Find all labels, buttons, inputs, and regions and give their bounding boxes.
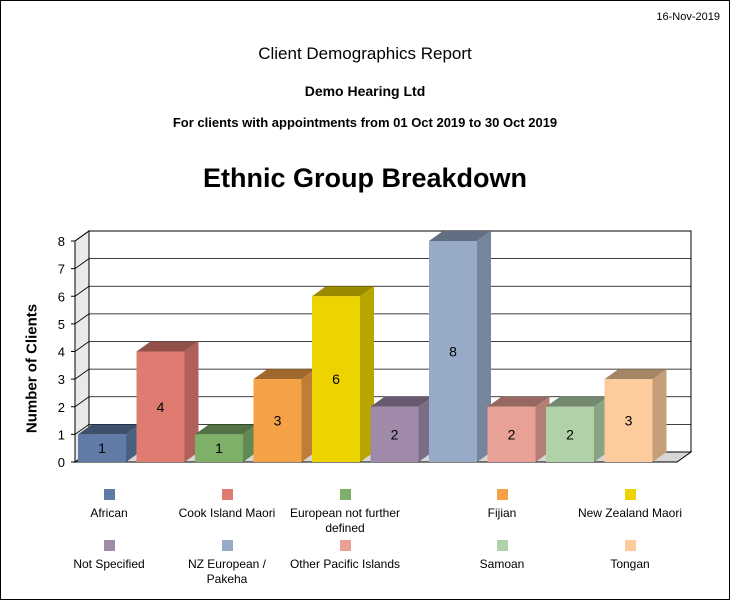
gridline-side [74,396,90,408]
y-tick-label: 4 [58,345,65,360]
gridline-side [74,368,90,380]
bar [429,241,477,462]
bar-side [652,369,667,462]
bar [136,351,185,462]
y-tick-label: 6 [58,289,65,304]
gridline-side [74,258,90,269]
gridline-side [74,230,90,242]
y-tick-label: 7 [58,262,65,277]
bar [604,379,653,462]
bar-value-label: 8 [449,344,457,360]
bar-top [429,231,491,241]
bar-value-label: 1 [215,440,223,456]
bar-top [195,424,257,435]
bar [546,406,594,462]
gridline-side [74,424,90,435]
y-tick-label: 1 [58,427,65,442]
gridline-side [74,313,90,325]
bar-side [184,341,199,462]
bar-top [78,424,140,435]
report-date: 16-Nov-2019 [656,11,720,23]
bar-value-label: 2 [391,426,399,442]
bar-top [253,369,316,380]
bar-top [546,396,608,407]
report-subtitle: For clients with appointments from 01 Oc… [172,115,558,130]
bar-value-label: 4 [157,399,165,415]
gridline-side [74,285,90,297]
y-tick-label: 5 [58,317,65,332]
bar [312,296,360,462]
bar-top [604,369,667,380]
bar-top [487,396,550,407]
bar-value-label: 6 [332,371,340,387]
chart-title: Ethnic Group Breakdown [202,163,528,193]
y-tick-label: 8 [58,234,65,249]
y-tick-label: 3 [58,372,65,387]
bar-top [136,341,199,352]
y-tick-label: 2 [58,400,65,415]
bar-value-label: 3 [274,413,282,429]
bar-side [477,231,491,462]
bar-value-label: 1 [98,440,106,456]
bar-top [370,396,433,407]
bar [370,406,419,462]
bar-value-label: 3 [625,413,633,429]
bar [253,379,302,462]
gridline-side [74,341,90,352]
bar [78,434,126,462]
bar [195,434,243,462]
bar-top [312,286,374,297]
report-title: Client Demographics Report [258,44,472,63]
bar-value-label: 2 [508,426,516,442]
company-name: Demo Hearing Ltd [304,83,426,99]
bar-value-label: 2 [566,426,574,442]
y-tick-label: 0 [58,455,65,470]
bar [487,406,536,462]
